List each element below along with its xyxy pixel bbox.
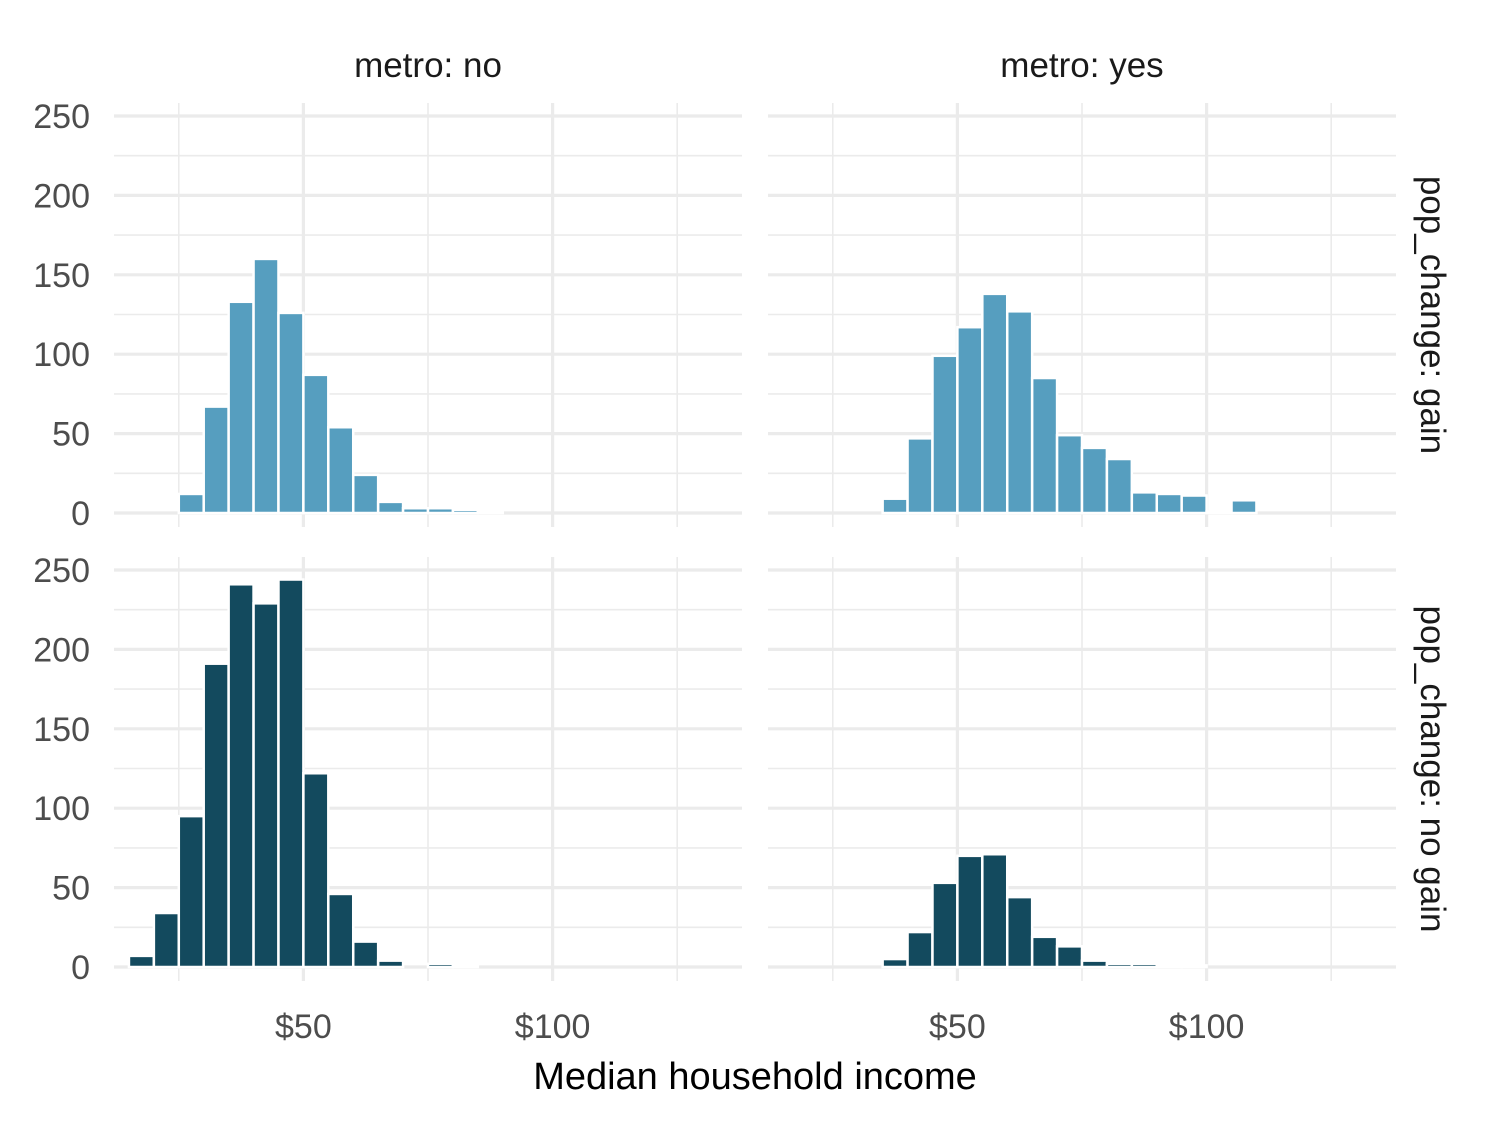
histogram-bar (956, 325, 984, 515)
histogram-bar (1105, 962, 1134, 969)
histogram-bar (426, 962, 455, 969)
y-tick-label: 50 (52, 870, 90, 908)
histogram-bar (302, 772, 330, 969)
histogram-bar (227, 583, 255, 969)
histogram-bar (1055, 433, 1084, 515)
facet-column-label: metro: yes (1000, 46, 1163, 85)
histogram-bar (376, 500, 405, 515)
x-tick-label: $50 (275, 1008, 332, 1046)
y-tick-label: 200 (33, 177, 90, 215)
histogram-bar (451, 508, 480, 515)
histogram-bar (202, 405, 230, 515)
histogram-bar (931, 354, 959, 515)
histogram-bar (981, 853, 1009, 969)
histogram-bar (956, 854, 984, 969)
y-tick-label: 0 (71, 949, 90, 987)
histogram-bar (1030, 935, 1059, 969)
histogram-bar (1205, 510, 1233, 515)
histogram-bar (881, 957, 909, 969)
x-tick-label: $50 (929, 1008, 986, 1046)
histogram-bar (1080, 959, 1109, 969)
y-tick-label: 200 (33, 631, 90, 669)
y-tick-label: 250 (33, 98, 90, 136)
facet-panel-no-no-gain (114, 557, 742, 981)
y-tick-label: 150 (33, 711, 90, 749)
histogram-bar (1055, 945, 1084, 969)
histogram-bar (1155, 492, 1183, 515)
x-axis-title: Median household income (533, 1056, 977, 1098)
histogram-bar (152, 911, 181, 969)
histogram-bar (202, 662, 230, 969)
histogram-bar (376, 959, 405, 969)
histogram-bar (277, 578, 305, 969)
y-tick-label: 100 (33, 790, 90, 828)
facet-panel-yes-no-gain (768, 557, 1396, 981)
axis-ticks: 0 50 100 150 200 250 0 50 100 150 200 250 $50 $100 $50… (33, 98, 1244, 1046)
histogram-bar (1130, 491, 1159, 515)
y-tick-label: 150 (33, 257, 90, 295)
histogram-bar (1030, 376, 1059, 515)
histogram-bar (351, 940, 380, 969)
histogram-bar (1180, 964, 1208, 969)
histogram-bar (981, 292, 1009, 515)
histogram-bar (1180, 494, 1208, 515)
facet-strips: metro: no metro: yes pop_change: gain pop_c… (354, 46, 1452, 932)
histogram-bar (327, 892, 355, 969)
histogram-bar (1005, 895, 1034, 969)
facet-panel-no-gain (114, 103, 742, 527)
histogram-bar (351, 473, 380, 515)
histogram-bar (881, 497, 909, 515)
histogram-bar (177, 814, 205, 969)
x-tick-label: $100 (1169, 1008, 1245, 1046)
y-tick-label: 50 (52, 416, 90, 454)
histogram-bar (906, 930, 934, 969)
histogram-bar (277, 311, 305, 515)
histogram-bar (177, 492, 205, 515)
histogram-bar (906, 437, 934, 515)
histogram-bar (1155, 964, 1183, 969)
histogram-bar (1130, 962, 1159, 969)
facet-column-label: metro: no (354, 46, 502, 85)
x-tick-label: $100 (515, 1008, 591, 1046)
histogram-bar (327, 425, 355, 515)
histogram-bar (302, 373, 330, 515)
histogram-bar (1080, 446, 1109, 515)
facet-panel-yes-gain (768, 103, 1396, 527)
histogram-bar (252, 257, 280, 515)
histogram-bar (1005, 310, 1034, 515)
histogram-bar (401, 506, 430, 515)
histogram-bar (451, 964, 480, 969)
histogram-bar (1105, 457, 1134, 515)
histogram-bar (1230, 499, 1258, 515)
facet-row-label: pop_change: no gain (1413, 606, 1452, 933)
y-tick-label: 100 (33, 336, 90, 374)
histogram-bar (127, 954, 156, 969)
histogram-bar (227, 300, 255, 515)
histogram-bar (931, 881, 959, 969)
y-tick-label: 0 (71, 495, 90, 533)
y-tick-label: 250 (33, 552, 90, 590)
histogram-bar (252, 602, 280, 969)
facet-row-label: pop_change: gain (1413, 176, 1452, 454)
chart-panels (114, 103, 1396, 981)
histogram-bar (426, 506, 455, 515)
histogram-bar (476, 510, 505, 515)
